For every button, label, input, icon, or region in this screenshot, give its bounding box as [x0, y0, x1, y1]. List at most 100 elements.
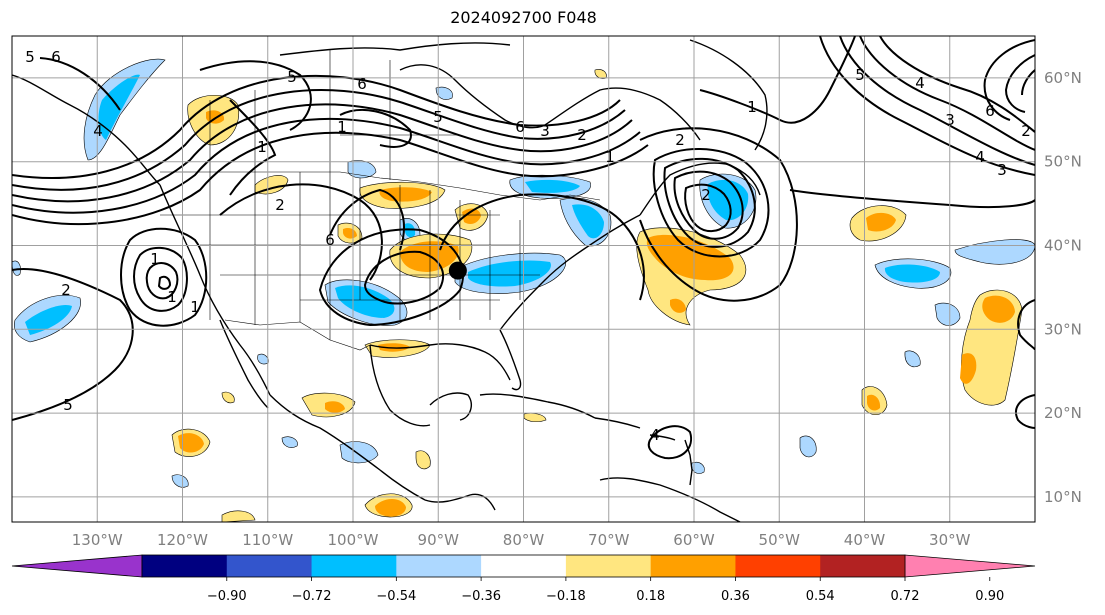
contour-newfoundland-low-3: [673, 170, 744, 240]
contour-gulf-of-alaska: [199, 60, 312, 131]
contour-label-26: 1: [190, 298, 200, 316]
contour-label-18: 3: [997, 161, 1007, 179]
contour-label-25: 1: [167, 288, 177, 306]
colorbar-bin-6: [650, 555, 736, 577]
yellow-region-small-3: [221, 391, 235, 404]
lon-label-8: 50°W: [759, 531, 801, 549]
lat-label-2: 40°N: [1044, 236, 1082, 254]
colorbar-extend-low: [11, 554, 143, 578]
lon-label-1: 120°W: [157, 531, 208, 549]
colorbar-tick-label-4: −0.18: [546, 589, 586, 604]
coastline-greenland: [689, 39, 768, 151]
coastline-baja: [219, 319, 269, 409]
orange-region-atlantic-mid: [866, 212, 896, 232]
contour-label-2: 5: [287, 68, 297, 86]
lon-label-3: 100°W: [328, 531, 379, 549]
contour-newfoundland-low-2: [663, 157, 756, 248]
gridlines: [12, 36, 1035, 522]
contour-label-6: 4: [93, 122, 103, 140]
contour-atlantic-east-3: [1021, 69, 1035, 96]
contour-cutoff-low-3: [157, 275, 172, 290]
contour-cutoff-low-1: [133, 246, 188, 312]
orange-region-atlantic-east: [982, 295, 1015, 323]
longitude-labels: 130°W 120°W 110°W 100°W 90°W 80°W 70°W 60°W 50°W…: [72, 531, 971, 549]
colorbar-tick-label-7: 0.54: [806, 589, 835, 604]
blue-region-small-6: [257, 353, 269, 365]
blue-region-great-lakes-core: [525, 179, 580, 193]
orange-region-michigan: [462, 208, 481, 224]
yellow-region-small-1: [221, 510, 256, 522]
contour-label-23: 2: [675, 131, 685, 149]
coastline-south-america: [599, 477, 741, 522]
contour-label-28: 5: [63, 396, 73, 414]
contour-label-27: 2: [61, 281, 71, 299]
contour-central-low: [318, 228, 465, 327]
colorbar-frame: [141, 554, 906, 578]
contour-label-12: 5: [433, 108, 443, 126]
colorbar-tick-label-2: −0.54: [376, 589, 416, 604]
blue-region-ohio-valley-core: [468, 260, 551, 287]
contour-subtropical: [1017, 299, 1035, 351]
blue-region-newengland-core: [572, 204, 604, 239]
contour-lines: [12, 36, 1035, 460]
location-marker: [448, 261, 467, 280]
colorbar-tick-label-9: 0.90: [975, 589, 1004, 604]
contour-label-11: 6: [325, 231, 335, 249]
coastline-hudson-bay: [399, 64, 546, 129]
contour-label-3: 6: [357, 75, 367, 93]
contour-jet-north-2: [12, 89, 626, 191]
contour-label-16: 1: [747, 98, 757, 116]
colorbar: −0.90 −0.72 −0.54 −0.36 −0.18 0.18 0.36 0.54 0.7…: [11, 554, 1036, 604]
contour-subtropical-2: [1015, 394, 1035, 429]
coastline-labrador: [544, 87, 701, 141]
blue-region-atlantic-far-east: [954, 239, 1035, 265]
coastline-east-us: [499, 214, 641, 331]
contour-atlantic-east-2: [1004, 54, 1035, 113]
map-content: [12, 36, 1035, 522]
map-title: 2024092700 F048: [450, 8, 597, 27]
contour-label-0: 5: [25, 48, 35, 66]
yellow-region-small-2: [415, 450, 431, 470]
contour-newfoundland-outer: [639, 127, 798, 302]
orange-region-atlantic-east-2: [960, 353, 977, 384]
blue-region-texas-core: [335, 285, 395, 318]
contour-caribbean: [647, 425, 693, 460]
contour-label-8: 2: [577, 126, 587, 144]
lon-label-6: 70°W: [588, 531, 630, 549]
orange-region-central-america: [375, 498, 406, 517]
coastline-cuba: [479, 393, 596, 419]
contour-great-plains: [329, 188, 405, 251]
colorbar-tick-label-0: −0.90: [207, 589, 247, 604]
contour-label-24: 1: [150, 250, 160, 268]
us-mexico-border: [224, 319, 371, 351]
contour-jet-north-1: [12, 74, 621, 179]
contour-atlantic-east-1: [983, 39, 1035, 121]
coastline-yucatan: [429, 392, 472, 421]
contour-label-5: 1: [257, 138, 267, 156]
blue-region-atlantic-south: [934, 302, 961, 326]
blue-region-small-2: [281, 436, 298, 448]
colorbar-tick-label-5: 0.18: [636, 589, 665, 604]
contour-label-10: 2: [275, 196, 285, 214]
contour-label-17: 6: [985, 102, 995, 120]
yellow-region-small-4: [523, 412, 547, 423]
colorbar-bin-1: [226, 555, 313, 577]
contour-jet-north-5: [12, 131, 649, 226]
lon-label-0: 130°W: [72, 531, 123, 549]
contour-atlantic-ridge: [699, 36, 856, 124]
coastline-gulf: [369, 343, 511, 381]
contour-label-7: 3: [540, 122, 550, 140]
contour-central-low-inner: [363, 250, 445, 305]
contour-label-13: 6: [515, 118, 525, 136]
orange-region-atlantic-south: [867, 394, 881, 411]
contour-west-trough: [229, 99, 277, 196]
colorbar-bin-3: [396, 555, 482, 577]
positive-anomaly-regions: [171, 69, 1023, 522]
yellow-region-montana: [254, 175, 289, 195]
blue-region-caribbean: [799, 435, 817, 458]
colorbar-extend-high: [904, 554, 1036, 578]
contour-label-4: 1: [337, 118, 347, 136]
map-frame: [11, 35, 1036, 523]
